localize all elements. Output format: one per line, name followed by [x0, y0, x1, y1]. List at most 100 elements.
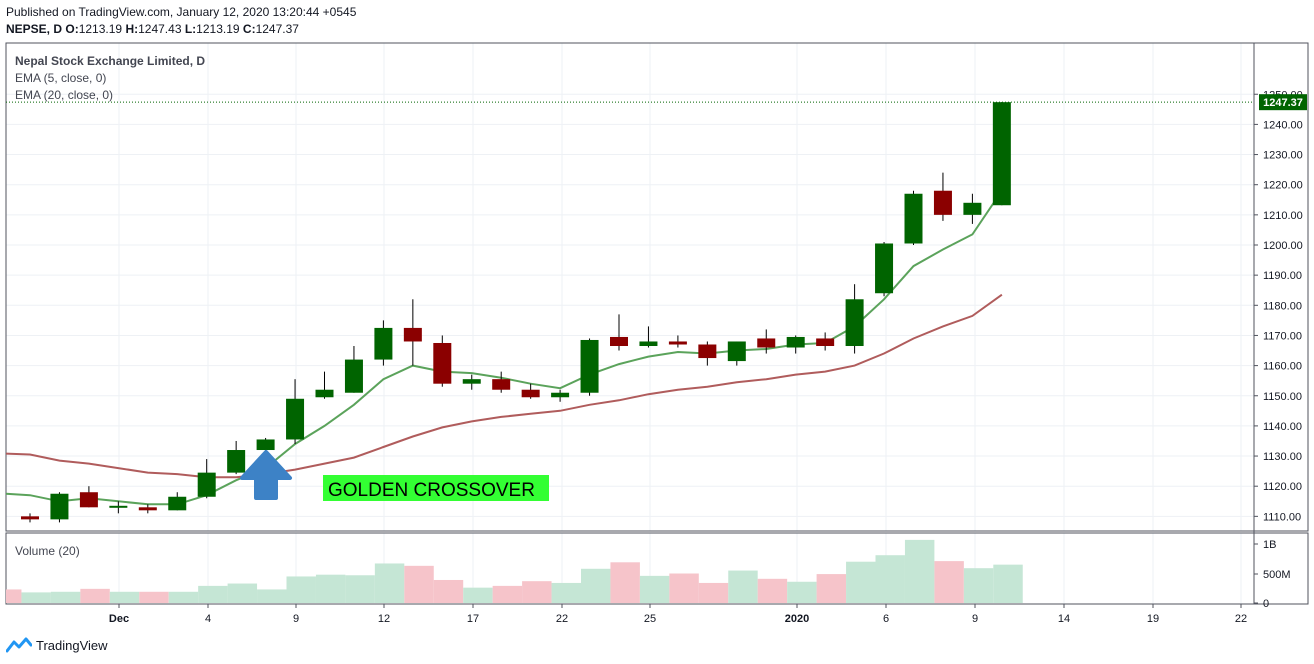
footer-brand: TradingView [6, 637, 108, 653]
volume-bars [6, 539, 1023, 603]
candle-up [256, 439, 275, 451]
time-tick-label: 22 [1235, 613, 1247, 625]
volume-bar [492, 585, 523, 603]
price-tick-label: 1170.00 [1263, 330, 1302, 342]
volume-bar [787, 581, 817, 603]
candle-up [963, 202, 982, 215]
time-tick-label: Dec [109, 613, 129, 625]
chart-frame [5, 42, 1309, 605]
ema20-line [5, 293, 1003, 479]
candle-down [79, 492, 98, 508]
time-tick-label: 9 [972, 613, 978, 625]
price-pane-border [5, 42, 1309, 532]
candle-up [50, 493, 69, 520]
candle-down [403, 327, 422, 342]
candle-down [521, 389, 540, 398]
volume-bar [963, 568, 994, 603]
ema-lines [5, 190, 1003, 506]
time-tick-label: 2020 [785, 613, 809, 625]
volume-bar [433, 579, 464, 603]
candle-up [197, 472, 216, 497]
volume-bar [522, 581, 552, 603]
price-tick-label: 1140.00 [1263, 421, 1302, 433]
close-label: C: [242, 22, 256, 36]
close-value: 1247.37 [255, 22, 299, 36]
candle-up [168, 496, 187, 511]
candle-up [551, 392, 570, 398]
up-arrow-icon [240, 450, 292, 500]
volume-tick-label: 0 [1263, 598, 1269, 610]
price-tick-label: 1230.00 [1263, 150, 1303, 162]
candle-up [227, 450, 246, 473]
time-tick-label: 14 [1058, 613, 1070, 625]
volume-bar [904, 539, 935, 603]
candle-down [757, 338, 776, 348]
candle-down [933, 190, 952, 215]
last-price-badge [1259, 94, 1307, 111]
candle-down [138, 507, 157, 511]
candlesticks [21, 101, 1011, 523]
candle-up [109, 505, 128, 508]
volume-bar [463, 587, 493, 603]
candle-down [668, 341, 687, 345]
time-tick-label: 4 [205, 613, 211, 625]
price-tick-label: 1200.00 [1263, 240, 1303, 252]
price-tick-label: 1110.00 [1263, 511, 1301, 523]
overlay-layer: 1247.37 Nepal Stock Exchange Limited, D EM… [6, 54, 1307, 558]
candle-up [344, 359, 363, 393]
candle-up [315, 389, 334, 398]
volume-bar [286, 576, 316, 603]
volume-bar [21, 592, 51, 603]
annotation-text: GOLDEN CROSSOVER [328, 480, 535, 501]
volume-bar [639, 575, 670, 603]
volume-axis: 1B 500M 0 [1254, 539, 1291, 610]
volume-bar [227, 583, 258, 603]
candle-up [580, 339, 599, 393]
volume-bar [610, 562, 640, 603]
time-tick-label: 22 [556, 613, 568, 625]
candle-up [374, 327, 393, 360]
candle-up [845, 299, 864, 347]
candle-up [462, 379, 481, 384]
candle-up [727, 341, 746, 362]
candle-up [875, 243, 894, 294]
price-axis: 1110.00 1120.00 1130.00 1140.00 1150.00 1160.… [1254, 89, 1303, 523]
published-caption: Published on TradingView.com, January 12… [6, 5, 357, 19]
volume-bar [934, 561, 964, 603]
low-value: 1213.19 [196, 22, 240, 36]
time-tick-label: 12 [378, 613, 390, 625]
price-tick-label: 1220.00 [1263, 180, 1303, 192]
candle-down [610, 336, 628, 347]
candle-down [433, 342, 452, 384]
volume-bar [257, 589, 287, 603]
volume-bar [846, 561, 876, 603]
volume-bar [6, 589, 22, 603]
symbol-label: NEPSE, D [6, 22, 63, 36]
price-tick-label: 1190.00 [1263, 270, 1302, 282]
legend-title: Nepal Stock Exchange Limited, D [15, 54, 205, 68]
open-label: O: [65, 22, 79, 36]
ohlc-header: NEPSE, D O:1213.19 H:1247.43 L:1213.19 C… [6, 22, 299, 36]
price-tick-label: 1150.00 [1263, 391, 1302, 403]
volume-tick-label: 1B [1263, 539, 1276, 551]
time-tick-label: 9 [293, 613, 299, 625]
time-tick-label: 25 [644, 613, 656, 625]
legend-volume: Volume (20) [15, 544, 80, 558]
last-price-label: 1247.37 [1263, 97, 1303, 109]
volume-bar [993, 564, 1023, 603]
tradingview-logo-icon [6, 637, 32, 653]
volume-bar [50, 591, 81, 603]
ema5-line [5, 190, 1003, 506]
candle-down [492, 379, 511, 390]
time-tick-label: 19 [1147, 613, 1159, 625]
volume-bar [139, 591, 169, 603]
high-value: 1247.43 [138, 22, 182, 36]
legend-ema20: EMA (20, close, 0) [15, 88, 113, 102]
time-tick-label: 17 [467, 613, 479, 625]
open-value: 1213.19 [78, 22, 123, 36]
candle-up [992, 102, 1011, 206]
low-label: L: [184, 22, 197, 36]
candle-up [286, 398, 305, 440]
chart-grid [6, 43, 1254, 604]
volume-bar [404, 565, 434, 603]
